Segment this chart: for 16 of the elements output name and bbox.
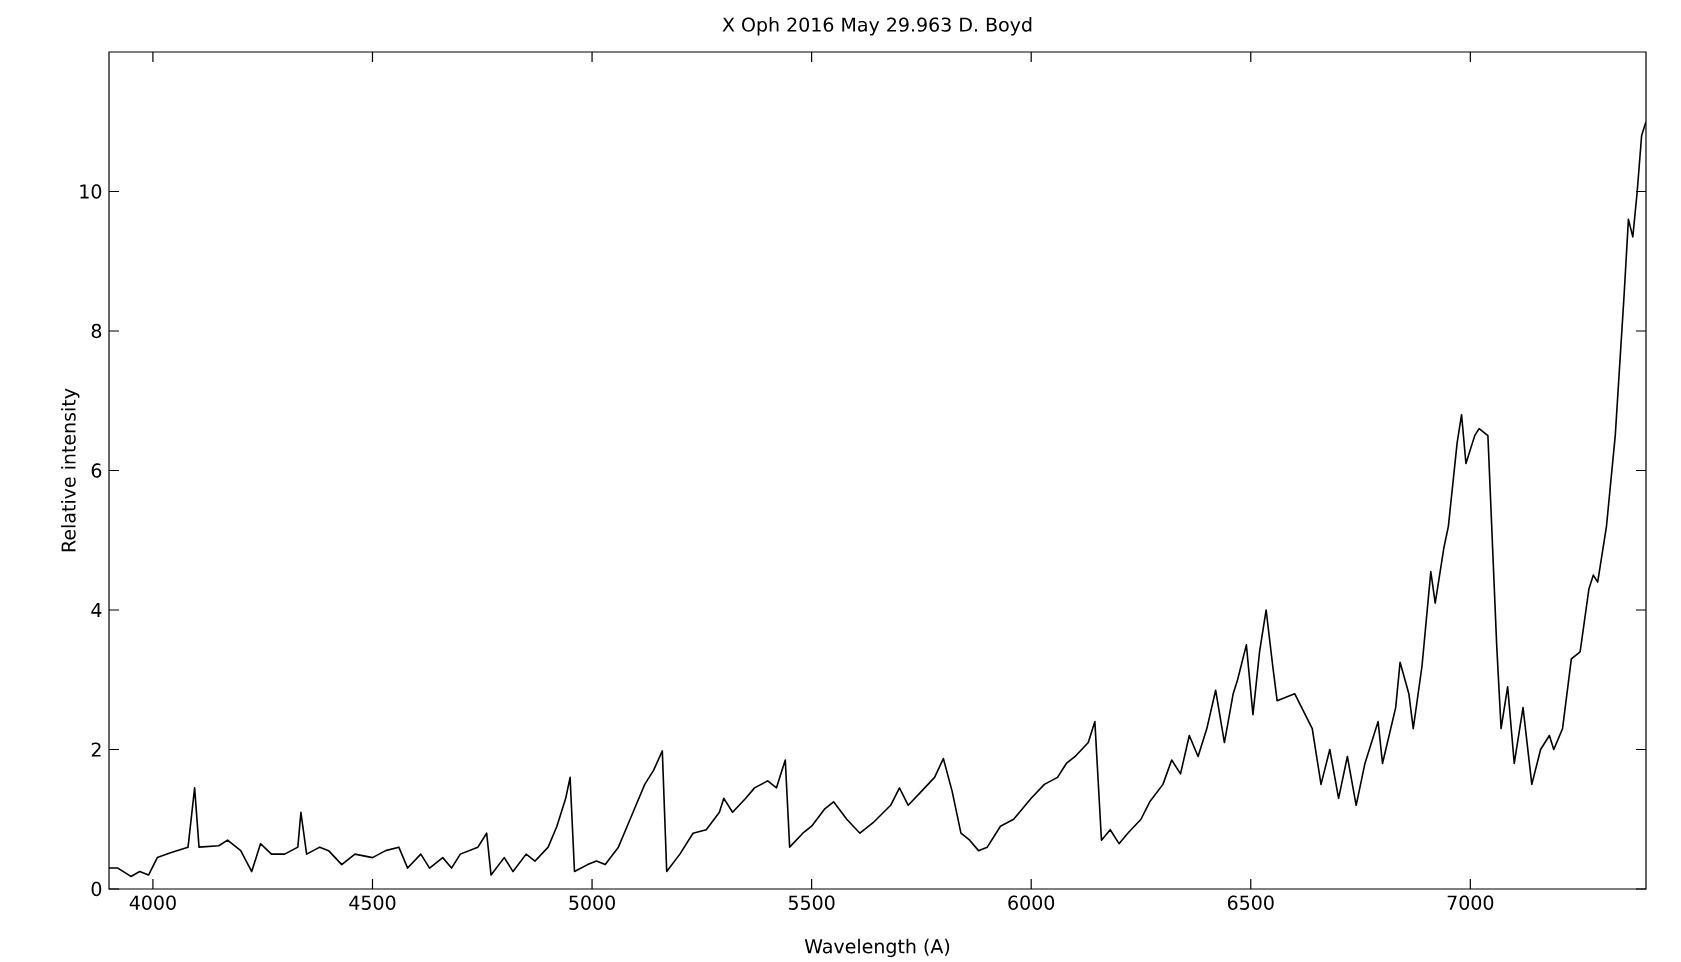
x-tick-label: 7000 (1447, 895, 1494, 910)
y-tick-label: 2 (91, 742, 101, 757)
y-axis-title: Relative intensity (61, 388, 80, 552)
y-tick-label: 8 (91, 323, 102, 339)
x-tick-label: 5000 (569, 895, 615, 910)
y-tick-label: 0 (91, 881, 102, 897)
x-tick-label: 6000 (1008, 895, 1055, 910)
chart-title: X Oph 2016 May 29.963 D. Boyd (722, 17, 1032, 36)
x-axis-title: Wavelength (A) (804, 938, 950, 958)
y-tick-label: 10 (80, 184, 102, 199)
x-tick-label: 4500 (349, 895, 396, 910)
y-tick-label: 6 (91, 463, 102, 478)
x-tick-label: 5500 (788, 895, 835, 910)
x-tick-label: 6500 (1227, 895, 1274, 910)
y-tick-label: 4 (91, 603, 102, 617)
x-tick-label: 4000 (129, 895, 176, 910)
